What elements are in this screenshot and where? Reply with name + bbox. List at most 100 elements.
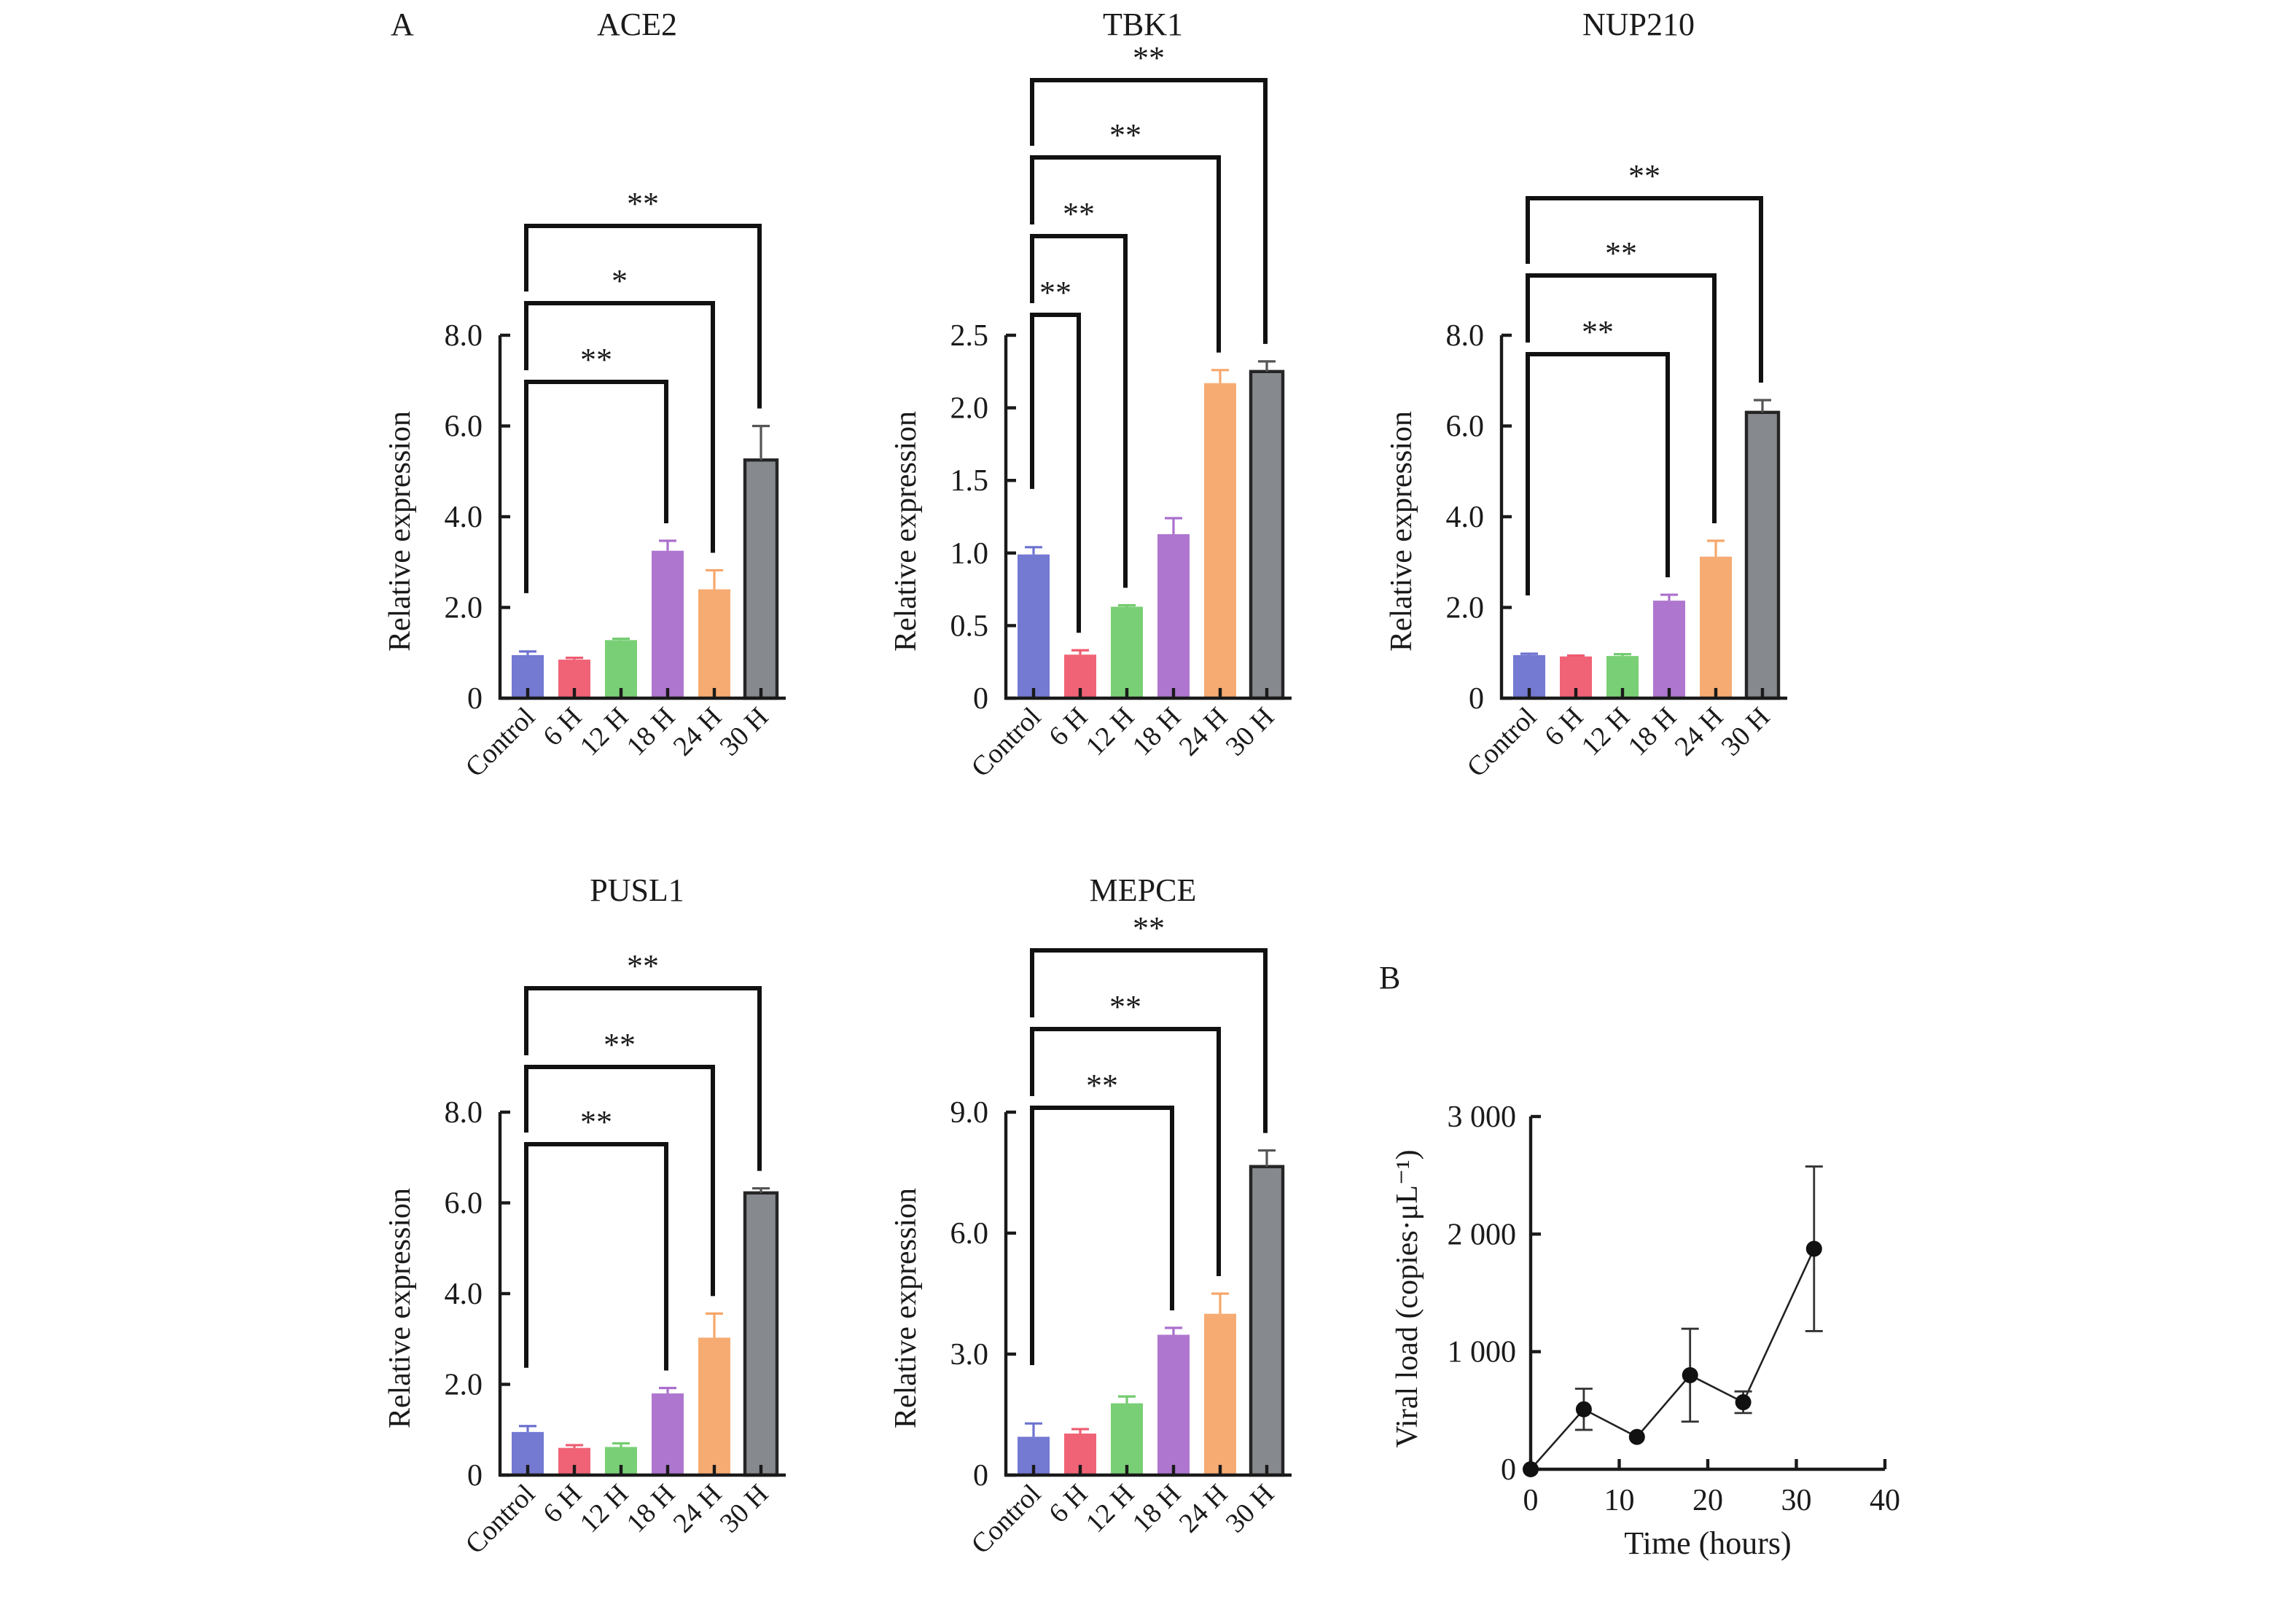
bar-18h <box>652 1393 684 1475</box>
data-point <box>1628 1428 1645 1445</box>
y-tick-label: 1.0 <box>950 537 989 571</box>
significance-bracket <box>524 1065 715 1297</box>
significance-bracket <box>1030 234 1128 588</box>
significance-label: ** <box>1133 40 1165 76</box>
chart-title: ACE2 <box>597 7 677 42</box>
y-tick-label: 0 <box>1469 682 1484 716</box>
significance-label: ** <box>1628 158 1660 194</box>
chart-title: TBK1 <box>1103 7 1183 42</box>
bar-24h <box>1204 1313 1236 1475</box>
bar-24h <box>698 589 730 698</box>
x-tick-label: 18 H <box>621 702 682 762</box>
significance-label: ** <box>627 948 659 984</box>
bar-24h <box>1204 383 1236 698</box>
data-point <box>1735 1394 1752 1411</box>
significance-bracket <box>524 986 762 1171</box>
bar-30h <box>1249 370 1285 700</box>
x-tick-label: 18 H <box>1623 702 1683 762</box>
y-tick-label: 1 000 <box>1448 1336 1517 1369</box>
significance-label: ** <box>1063 196 1095 232</box>
y-axis-label: Relative expression <box>889 1188 923 1428</box>
significance-label: ** <box>1039 275 1071 310</box>
x-tick-label: 24 H <box>668 1479 728 1539</box>
y-tick-label: 6.0 <box>1446 410 1485 444</box>
x-axis-label: Time (hours) <box>1624 1525 1791 1561</box>
bar-18h <box>1157 1334 1190 1475</box>
y-axis-label: Viral load (copies·μL⁻¹) <box>1391 1149 1424 1447</box>
bar-18h <box>1653 601 1685 698</box>
bar-30h <box>1249 1165 1285 1477</box>
y-tick-label: 8.0 <box>445 1096 483 1130</box>
significance-bracket <box>1030 155 1221 353</box>
bar-24h <box>698 1337 730 1475</box>
x-tick-label: 24 H <box>1174 702 1234 762</box>
y-tick-label: 0 <box>467 1459 483 1493</box>
chart-title: MEPCE <box>1090 872 1197 908</box>
significance-label: ** <box>1109 117 1141 153</box>
significance-bracket <box>1526 273 1717 523</box>
y-tick-label: 4.0 <box>1446 501 1485 534</box>
x-tick-label: 10 <box>1604 1484 1635 1517</box>
y-axis-label: Relative expression <box>383 1188 417 1428</box>
significance-label: ** <box>1582 314 1614 350</box>
y-tick-label: 6.0 <box>445 1187 483 1221</box>
significance-label: ** <box>1109 989 1141 1025</box>
x-tick-label: 30 H <box>1220 702 1281 762</box>
y-tick-label: 2.0 <box>445 1369 483 1402</box>
panel-label-a: A <box>391 7 414 42</box>
bar-30h <box>743 458 779 700</box>
data-point <box>1682 1366 1698 1383</box>
significance-label: * <box>612 263 628 299</box>
significance-bracket <box>1030 1027 1221 1276</box>
y-tick-label: 0 <box>973 682 988 716</box>
x-tick-label: 12 H <box>1080 1479 1141 1539</box>
significance-bracket <box>1030 313 1081 633</box>
y-axis-label: Relative expression <box>383 411 417 652</box>
y-tick-label: 0 <box>1501 1453 1516 1487</box>
bar-12h <box>1111 1403 1143 1475</box>
y-tick-label: 2.0 <box>950 392 989 426</box>
significance-bracket <box>1030 1106 1174 1366</box>
significance-label: ** <box>627 186 659 222</box>
data-point <box>1523 1461 1539 1477</box>
significance-label: ** <box>580 1104 612 1140</box>
x-tick-label: 18 H <box>1127 702 1187 762</box>
significance-label: ** <box>1133 910 1165 946</box>
x-tick-label: 24 H <box>1174 1479 1234 1539</box>
y-tick-label: 0 <box>467 682 483 716</box>
significance-label: ** <box>604 1027 636 1063</box>
line-chart-viral-load: 0 1 000 2 000 3 000 0 10 20 30 40 Time (hours) Vir… <box>1391 1100 1900 1561</box>
x-tick-label: 0 <box>1523 1484 1539 1517</box>
significance-label: ** <box>580 342 612 378</box>
x-tick-label: 12 H <box>574 1479 635 1539</box>
significance-bracket <box>1526 352 1670 595</box>
x-tick-label: 20 <box>1692 1484 1723 1517</box>
bar-18h <box>1157 533 1190 698</box>
bar-12h <box>1111 606 1143 698</box>
axes <box>498 1112 786 1477</box>
y-tick-label: 0 <box>973 1459 988 1493</box>
bar-30h <box>743 1191 779 1477</box>
y-axis-label: Relative expression <box>1385 411 1418 652</box>
chart-title: PUSL1 <box>590 872 684 908</box>
x-tick-label: 30 H <box>1220 1479 1281 1539</box>
y-tick-label: 1.5 <box>950 464 989 498</box>
significance-bracket <box>1030 948 1268 1133</box>
bar-30h <box>1744 410 1781 700</box>
panel-label-b: B <box>1379 960 1400 996</box>
x-tick-label: 12 H <box>1080 702 1141 762</box>
y-tick-label: 6.0 <box>445 410 483 444</box>
x-tick-label: 30 H <box>1716 702 1776 762</box>
y-tick-label: 4.0 <box>445 1278 483 1311</box>
x-tick-label: 18 H <box>621 1479 682 1539</box>
x-tick-label: 30 H <box>714 702 775 762</box>
axes <box>1499 335 1787 700</box>
axes <box>498 335 786 700</box>
bar-24h <box>1700 556 1732 698</box>
